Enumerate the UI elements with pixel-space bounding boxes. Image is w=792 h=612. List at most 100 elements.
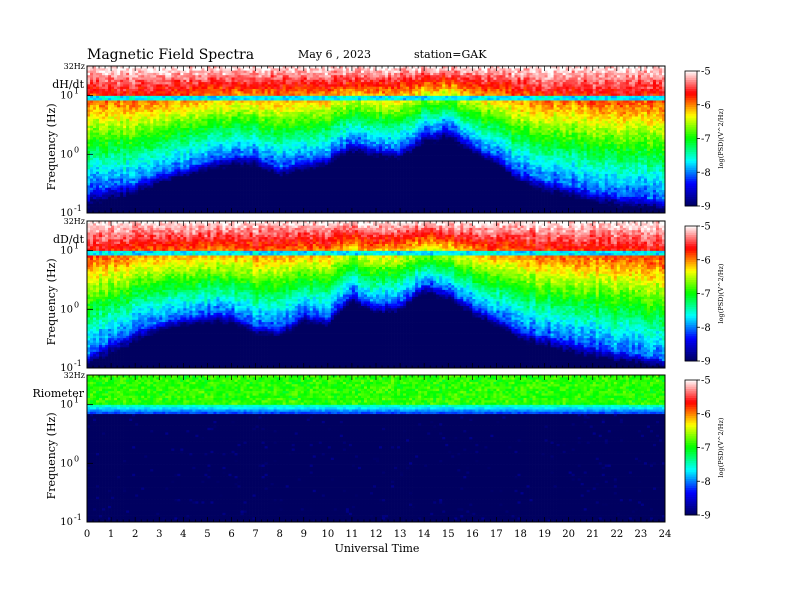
heatmap-cell (273, 88, 278, 92)
heatmap-cell (282, 118, 287, 122)
heatmap-cell (276, 210, 281, 214)
heatmap-cell (138, 167, 142, 170)
heatmap-cell (282, 82, 287, 85)
heatmap-cell (183, 88, 187, 92)
heatmap-cell (108, 162, 112, 166)
heatmap-cell (213, 171, 217, 175)
heatmap-cell (294, 173, 299, 177)
heatmap-cell (114, 95, 118, 99)
heatmap-cell (96, 148, 100, 152)
heatmap-cell (303, 93, 308, 97)
heatmap-cell (138, 171, 142, 175)
heatmap-cell (141, 77, 145, 81)
heatmap-cell (273, 196, 278, 200)
heatmap-cell (243, 102, 247, 106)
heatmap-cell (150, 203, 154, 207)
heatmap-cell (183, 121, 187, 124)
heatmap-cell (246, 77, 250, 81)
heatmap-cell (90, 192, 94, 195)
heatmap-cell (183, 180, 187, 184)
heatmap-cell (177, 187, 181, 191)
heatmap-cell (237, 192, 241, 195)
heatmap-cell (141, 70, 145, 74)
heatmap-cell (198, 123, 202, 127)
heatmap-cell (246, 187, 250, 191)
heatmap-cell (165, 111, 169, 115)
heatmap-cell (237, 128, 241, 131)
heatmap-cell (222, 100, 226, 104)
heatmap-cell (177, 150, 181, 154)
heatmap-cell (291, 157, 296, 161)
heatmap-cell (225, 146, 229, 150)
heatmap-cell (228, 111, 232, 115)
heatmap-cell (303, 107, 308, 110)
heatmap-cell (150, 70, 154, 74)
heatmap-cell (114, 116, 118, 120)
heatmap-cell (96, 86, 100, 90)
heatmap-cell (147, 107, 151, 110)
heatmap-cell (225, 105, 229, 108)
heatmap-cell (264, 155, 268, 159)
heatmap-cell (267, 118, 271, 122)
heatmap-cell (318, 121, 323, 124)
heatmap-cell (246, 192, 250, 195)
heatmap-cell (273, 100, 278, 104)
heatmap-cell (156, 79, 160, 83)
heatmap-cell (243, 114, 247, 117)
heatmap-cell (114, 121, 118, 124)
heatmap-cell (258, 148, 262, 152)
heatmap-cell (147, 201, 151, 205)
heatmap-cell (258, 70, 262, 74)
heatmap-cell (288, 153, 293, 156)
heatmap-cell (198, 203, 202, 207)
heatmap-cell (171, 148, 175, 152)
heatmap-cell (228, 148, 232, 152)
heatmap-cell (207, 210, 211, 214)
heatmap-cell (267, 185, 271, 189)
heatmap-cell (297, 82, 302, 85)
heatmap-cell (297, 203, 302, 207)
heatmap-cell (228, 121, 232, 124)
heatmap-cell (228, 150, 232, 154)
heatmap-cell (138, 208, 142, 212)
heatmap-cell (90, 84, 94, 88)
heatmap-cell (99, 150, 103, 154)
heatmap-cell (171, 203, 175, 207)
heatmap-cell (192, 123, 196, 127)
heatmap-cell (93, 77, 97, 81)
heatmap-cell (195, 203, 199, 207)
heatmap-cell (165, 93, 169, 97)
heatmap-cell (243, 157, 247, 161)
heatmap-cell (234, 137, 238, 140)
heatmap-cell (231, 171, 235, 175)
heatmap-cell (273, 66, 278, 69)
heatmap-cell (123, 100, 127, 104)
heatmap-cell (282, 173, 287, 177)
heatmap-cell (297, 192, 302, 195)
heatmap-cell (192, 190, 196, 193)
heatmap-cell (174, 155, 178, 159)
heatmap-cell (153, 141, 157, 145)
heatmap-cell (159, 107, 163, 110)
heatmap-cell (252, 82, 256, 85)
heatmap-cell (312, 203, 317, 207)
heatmap-cell (117, 203, 121, 207)
heatmap-cell (219, 173, 223, 177)
heatmap-cell (171, 82, 175, 85)
heatmap-cell (288, 208, 293, 212)
heatmap-cell (201, 169, 205, 173)
heatmap-cell (90, 114, 94, 117)
heatmap-cell (108, 70, 112, 74)
heatmap-cell (150, 206, 154, 209)
heatmap-cell (159, 132, 163, 136)
heatmap-cell (234, 208, 238, 212)
heatmap-cell (306, 153, 311, 156)
heatmap-cell (228, 134, 232, 138)
heatmap-cell (144, 196, 148, 200)
heatmap-cell (213, 144, 217, 147)
heatmap-cell (243, 141, 247, 145)
heatmap-cell (105, 79, 109, 83)
heatmap-cell (252, 160, 256, 163)
heatmap-cell (99, 125, 103, 129)
heatmap-cell (189, 114, 193, 117)
